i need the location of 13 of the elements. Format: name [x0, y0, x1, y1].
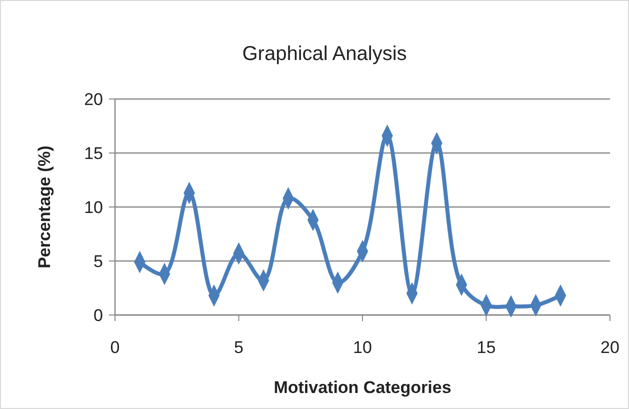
- x-tick-label: 10: [353, 338, 372, 357]
- x-tick-label: 0: [110, 338, 120, 357]
- x-tick-label: 20: [600, 338, 620, 357]
- chart-title: Graphical Analysis: [242, 43, 407, 65]
- y-tick-label: 5: [94, 252, 103, 271]
- x-axis-title: Motivation Categories: [274, 378, 452, 397]
- y-tick-label: 0: [94, 306, 103, 325]
- x-tick-label: 5: [234, 338, 244, 357]
- y-tick-label: 15: [84, 144, 103, 163]
- x-tick-label: 15: [476, 338, 496, 357]
- y-axis-title: Percentage (%): [35, 146, 54, 268]
- y-tick-label: 20: [84, 90, 103, 109]
- y-tick-label: 10: [84, 198, 103, 217]
